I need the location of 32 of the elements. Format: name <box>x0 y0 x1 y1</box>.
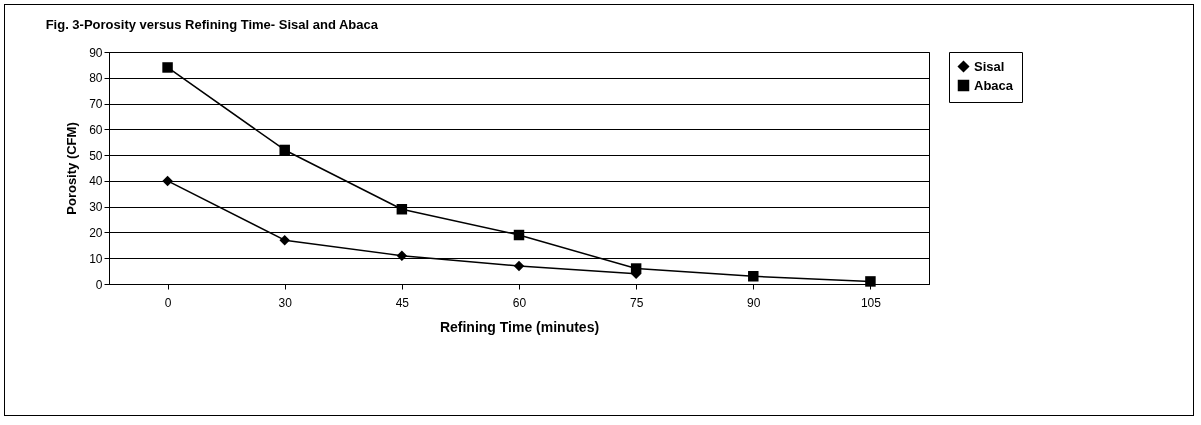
x-tick-label: 75 <box>629 295 644 310</box>
y-tick-label: 90 <box>89 45 103 60</box>
point <box>279 234 290 246</box>
y-tick-label: 50 <box>89 148 103 163</box>
legend-label: Sisal <box>974 58 1005 74</box>
x-tick-label: 45 <box>395 295 410 310</box>
point <box>396 204 408 215</box>
legend-label: Abaca <box>974 77 1014 93</box>
point <box>513 260 525 272</box>
point <box>396 250 408 261</box>
x-tick-label: 60 <box>512 295 527 310</box>
x-axis-title: Refining Time (minutes) <box>439 318 600 335</box>
chart-title: Fig. 3-Porosity versus Refining Time- Sisal and Abaca <box>45 17 379 32</box>
y-tick-label: 80 <box>89 71 103 86</box>
y-tick-label: 20 <box>89 225 103 240</box>
y-tick-label: 0 <box>95 277 103 292</box>
x-tick-label: 0 <box>164 295 172 310</box>
y-tick-label: 30 <box>89 200 103 215</box>
point <box>865 276 876 287</box>
point <box>162 175 173 187</box>
x-tick-label: 30 <box>278 295 293 310</box>
x-tick-label: 90 <box>747 295 761 310</box>
point <box>162 62 173 73</box>
x-tick-label: 105 <box>860 295 882 310</box>
point <box>513 229 525 241</box>
y-tick-label: 70 <box>89 97 103 112</box>
y-axis-title: Porosity (CFM) <box>64 122 80 215</box>
y-tick-label: 10 <box>89 251 103 266</box>
point <box>748 271 759 282</box>
y-tick-label: 60 <box>89 122 103 137</box>
point <box>279 144 290 156</box>
y-tick-label: 40 <box>89 174 103 189</box>
